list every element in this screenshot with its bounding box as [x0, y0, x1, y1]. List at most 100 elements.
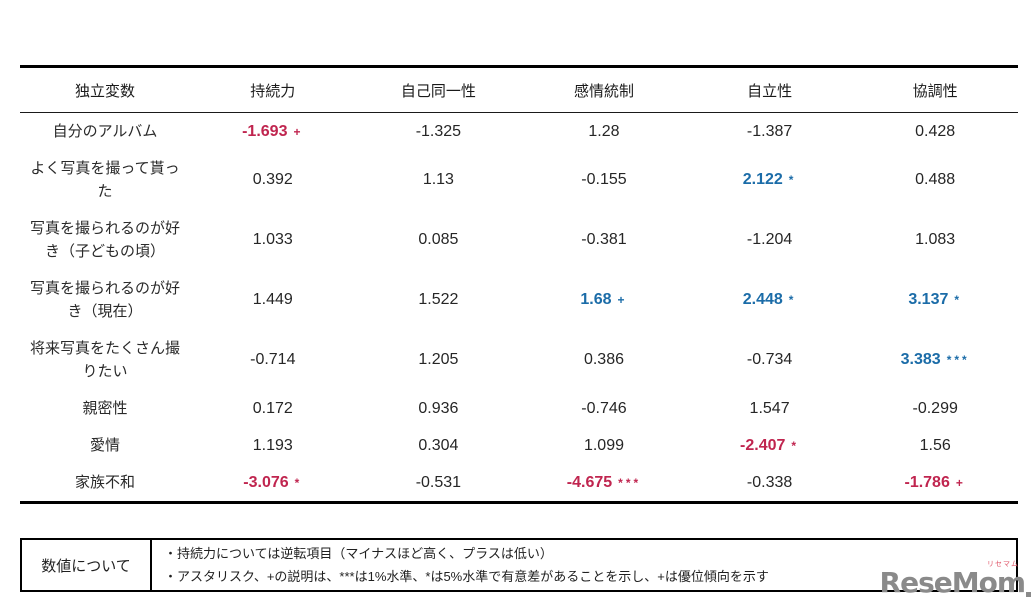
table-row: よく写真を撮って貰った 0.392 1.13 -0.155 2.122 * 0.488 — [20, 150, 1018, 210]
coefficient-value: 1.13 — [422, 171, 454, 188]
row-label: 家族不和 — [74, 474, 135, 491]
value-cell: 1.522 — [356, 270, 522, 330]
coefficient-value: 1.547 — [749, 399, 790, 417]
value-cell: 0.392 — [190, 150, 356, 210]
note-line: ・持続力については逆転項目（マイナスほど高く、プラスは低い） — [164, 545, 553, 561]
value-cell: -0.381 — [521, 210, 687, 270]
column-header: 感情統制 — [521, 66, 687, 113]
value-cell: 3.383 *** — [852, 330, 1018, 390]
row-label: 愛情 — [89, 437, 120, 454]
coefficient-value: 0.392 — [252, 171, 293, 188]
value-cell: 2.448 * — [687, 270, 853, 330]
coefficient-value: -0.381 — [581, 231, 627, 248]
value-cell: 0.936 — [356, 390, 522, 427]
row-label: 写真を撮られるのが好き（現在） — [29, 280, 180, 320]
table-row: 写真を撮られるのが好き（子どもの頃） 1.033 0.085 -0.381 -1.204… — [20, 210, 1018, 270]
coefficient-value: -1.325 — [415, 122, 462, 140]
value-cell: 1.28 — [521, 113, 687, 151]
significance-marker: * — [788, 293, 797, 307]
value-cell: -2.407 * — [687, 427, 853, 464]
coefficient-value: 2.122 — [742, 171, 783, 188]
coefficient-value: 0.172 — [252, 399, 293, 417]
row-label: 親密性 — [82, 400, 128, 417]
coefficient-value: 1.193 — [252, 436, 293, 454]
coefficient-value: 0.304 — [418, 436, 459, 454]
coefficient-value: 1.205 — [418, 351, 459, 368]
coefficient-value: 1.083 — [915, 231, 956, 248]
table-header-row: 独立変数 持続力 自己同一性 感情統制 自立性 協調性 — [20, 66, 1018, 113]
value-cell: -3.076 * — [190, 464, 356, 503]
value-cell: 1.033 — [190, 210, 356, 270]
significance-marker: * — [954, 293, 963, 307]
regression-results-table: 独立変数 持続力 自己同一性 感情統制 自立性 協調性 自分のアルバム -1.693 + -1.… — [20, 65, 1018, 504]
coefficient-value: -3.076 — [243, 473, 289, 491]
value-cell: 0.428 — [852, 113, 1018, 151]
value-cell: 1.193 — [190, 427, 356, 464]
coefficient-value: 0.386 — [583, 351, 624, 368]
coefficient-value: 1.449 — [252, 291, 293, 308]
table-row: 愛情 1.193 0.304 1.099 -2.407 * 1.56 — [20, 427, 1018, 464]
coefficient-value: 0.428 — [915, 122, 956, 140]
value-cell: 1.56 — [852, 427, 1018, 464]
coefficient-value: -0.746 — [581, 399, 627, 417]
note-line: ・アスタリスク、+の説明は、***は1%水準、*は5%水準で有意差があることを示… — [164, 568, 769, 584]
value-cell: -4.675 *** — [521, 464, 687, 503]
value-cell: 1.083 — [852, 210, 1018, 270]
logo-kana-text: リセマム — [987, 561, 1019, 568]
value-cell: 1.547 — [687, 390, 853, 427]
coefficient-value: -1.693 — [242, 122, 288, 140]
value-cell: -0.338 — [687, 464, 853, 503]
coefficient-value: 0.085 — [418, 231, 459, 248]
value-cell: 1.449 — [190, 270, 356, 330]
resemom-logo: リセマム ReseMom — [880, 560, 1033, 605]
note-title: 数値について — [22, 540, 152, 590]
coefficient-value: 1.033 — [252, 231, 293, 248]
value-cell: -0.531 — [356, 464, 522, 503]
coefficient-value: -4.675 — [566, 473, 613, 491]
coefficient-value: -1.786 — [904, 473, 950, 491]
value-cell: 0.304 — [356, 427, 522, 464]
coefficient-value: -1.204 — [746, 231, 793, 248]
coefficient-value: 1.56 — [919, 436, 951, 454]
column-header: 持続力 — [190, 66, 356, 113]
column-header: 自己同一性 — [355, 66, 522, 113]
significance-marker: * — [294, 475, 303, 490]
value-cell: 3.137 * — [852, 270, 1018, 330]
value-cell: 1.099 — [521, 427, 687, 464]
row-label: 写真を撮られるのが好き（子どもの頃） — [29, 220, 180, 260]
significance-marker: *** — [618, 475, 642, 490]
coefficient-value: -0.299 — [912, 399, 958, 417]
value-cell: -1.693 + — [190, 113, 356, 151]
coefficient-value: 1.522 — [418, 291, 459, 308]
coefficient-value: 3.383 — [900, 351, 941, 368]
row-label: 自分のアルバム — [52, 123, 158, 140]
coefficient-value: -1.387 — [746, 122, 793, 140]
value-cell: -1.325 — [356, 113, 522, 151]
value-cell: 1.68 + — [521, 270, 687, 330]
table-row: 写真を撮られるのが好き（現在） 1.449 1.522 1.68 +2.448 * 3.13… — [20, 270, 1018, 330]
significance-marker: *** — [946, 353, 970, 367]
value-cell: 0.085 — [356, 210, 522, 270]
significance-marker: + — [293, 124, 304, 139]
coefficient-value: 0.936 — [418, 399, 459, 417]
note-box: 数値について ・持続力については逆転項目（マイナスほど高く、プラスは低い） ・ア… — [20, 538, 1018, 592]
value-cell: -0.714 — [190, 330, 356, 390]
coefficient-value: -0.734 — [746, 351, 793, 368]
value-cell: -1.204 — [687, 210, 853, 270]
coefficient-value: -0.714 — [250, 351, 296, 368]
value-cell: -0.155 — [521, 150, 687, 210]
value-cell: -1.387 — [687, 113, 853, 151]
coefficient-value: 1.099 — [583, 436, 624, 454]
value-cell: 0.386 — [521, 330, 687, 390]
value-cell: -0.299 — [852, 390, 1018, 427]
table-row: 親密性 0.172 0.936 -0.746 1.547 -0.299 — [20, 390, 1018, 427]
table-body: 自分のアルバム -1.693 + -1.325 1.28 -1.387 0.428 よく写真を… — [20, 113, 1018, 503]
coefficient-value: -0.155 — [581, 171, 627, 188]
significance-marker: * — [788, 173, 797, 187]
column-header: 協調性 — [852, 66, 1018, 113]
note-body: ・持続力については逆転項目（マイナスほど高く、プラスは低い） ・アスタリスク、+… — [152, 540, 1016, 590]
table-row: 家族不和 -3.076 * -0.531 -4.675 *** -0.338 -1.786 + — [20, 464, 1018, 503]
row-label: よく写真を撮って貰った — [30, 160, 180, 200]
value-cell: 0.172 — [190, 390, 356, 427]
table-row: 将来写真をたくさん撮りたい -0.714 1.205 0.386 -0.734 3.383… — [20, 330, 1018, 390]
